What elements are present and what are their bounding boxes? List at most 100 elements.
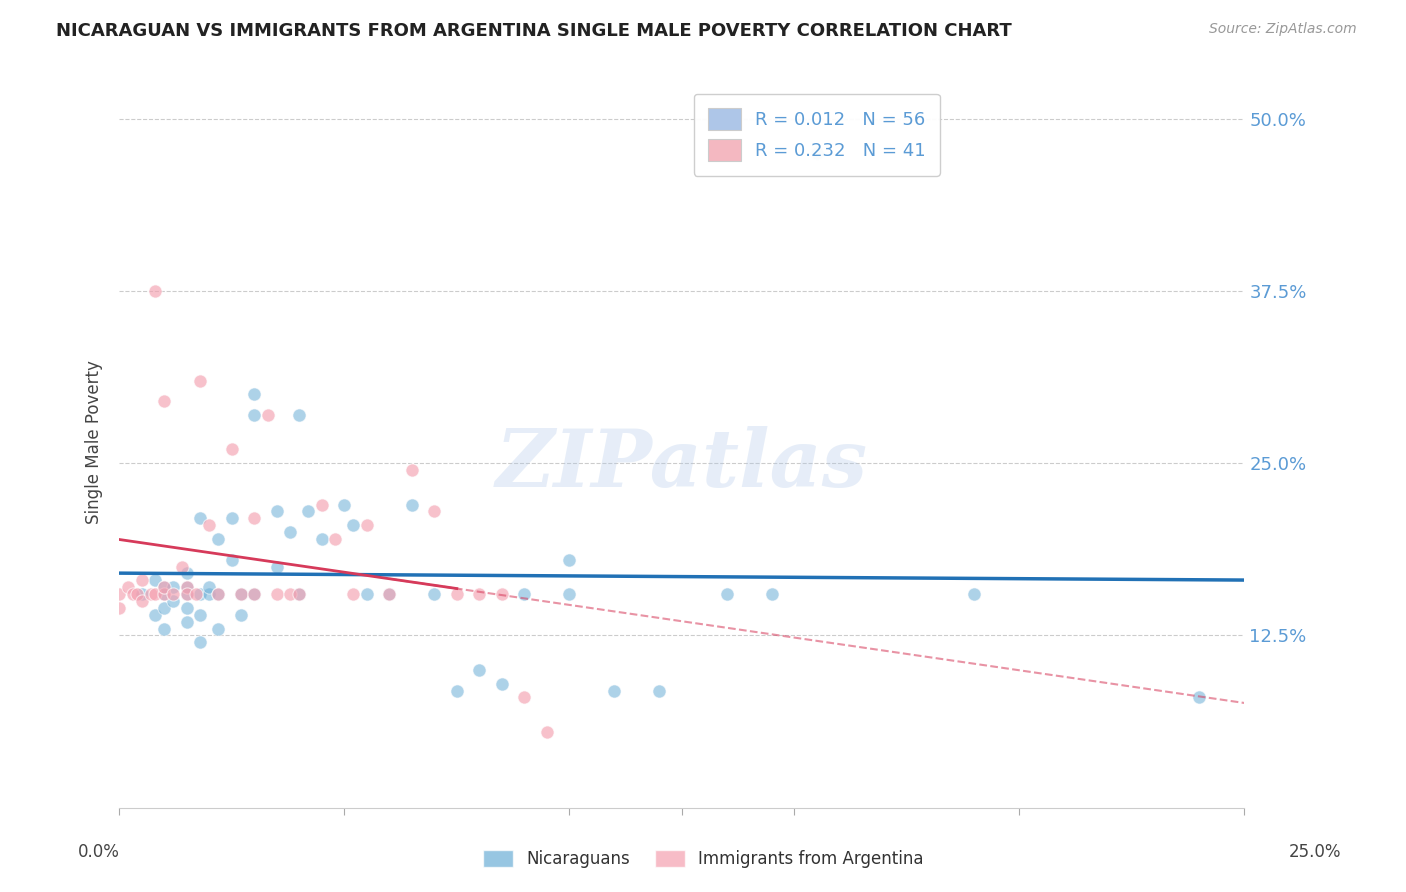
Point (162, 594, 184, 608)
Point (207, 587, 229, 601)
Point (153, 622, 176, 636)
Point (648, 683, 671, 698)
Point (266, 587, 288, 601)
Point (221, 511, 243, 525)
Point (468, 587, 491, 601)
Point (162, 580, 184, 594)
Point (446, 683, 468, 698)
Point (188, 635, 211, 649)
Point (401, 463, 423, 477)
Point (716, 587, 738, 601)
Point (143, 587, 166, 601)
Point (229, 607, 252, 622)
Point (188, 607, 211, 622)
Point (176, 600, 198, 615)
Point (558, 587, 581, 601)
Point (446, 587, 468, 601)
Point (536, 724, 558, 739)
Point (207, 532, 229, 546)
Point (176, 587, 198, 601)
Point (761, 587, 783, 601)
Point (131, 574, 153, 588)
Y-axis label: Single Male Poverty: Single Male Poverty (86, 360, 103, 524)
Point (127, 587, 149, 601)
Point (139, 587, 162, 601)
Text: 0.0%: 0.0% (77, 843, 120, 861)
Point (221, 442, 243, 457)
Point (468, 663, 491, 677)
Point (198, 518, 221, 533)
Point (207, 622, 229, 636)
Point (198, 587, 221, 601)
Point (963, 587, 986, 601)
Text: 25.0%: 25.0% (1288, 843, 1341, 861)
Point (342, 587, 364, 601)
Text: Source: ZipAtlas.com: Source: ZipAtlas.com (1209, 22, 1357, 37)
Point (378, 587, 401, 601)
Point (423, 504, 446, 518)
Point (176, 580, 198, 594)
Point (243, 387, 266, 401)
Text: NICARAGUAN VS IMMIGRANTS FROM ARGENTINA SINGLE MALE POVERTY CORRELATION CHART: NICARAGUAN VS IMMIGRANTS FROM ARGENTINA … (56, 22, 1012, 40)
Point (491, 676, 513, 690)
Point (176, 615, 198, 629)
Point (491, 587, 513, 601)
Point (153, 394, 176, 409)
Point (207, 587, 229, 601)
Point (221, 552, 243, 566)
Point (153, 600, 176, 615)
Point (342, 518, 364, 533)
Point (176, 566, 198, 581)
Point (143, 284, 166, 298)
Point (121, 587, 143, 601)
Point (323, 532, 346, 546)
Point (229, 587, 252, 601)
Point (153, 580, 176, 594)
Point (311, 498, 333, 512)
Point (243, 587, 266, 601)
Point (256, 408, 278, 422)
Point (356, 587, 378, 601)
Point (603, 683, 626, 698)
Point (153, 580, 176, 594)
Legend: R = 0.012   N = 56, R = 0.232   N = 41: R = 0.012 N = 56, R = 0.232 N = 41 (693, 94, 941, 176)
Point (153, 587, 176, 601)
Point (288, 587, 311, 601)
Point (378, 587, 401, 601)
Point (131, 587, 153, 601)
Point (229, 587, 252, 601)
Legend: Nicaraguans, Immigrants from Argentina: Nicaraguans, Immigrants from Argentina (475, 843, 931, 875)
Point (297, 504, 319, 518)
Point (423, 587, 446, 601)
Point (278, 587, 301, 601)
Point (401, 498, 423, 512)
Point (266, 559, 288, 574)
Point (162, 587, 184, 601)
Point (243, 587, 266, 601)
Point (356, 518, 378, 533)
Point (108, 600, 131, 615)
Point (131, 594, 153, 608)
Point (108, 587, 131, 601)
Point (198, 580, 221, 594)
Point (188, 374, 211, 388)
Point (243, 408, 266, 422)
Point (558, 552, 581, 566)
Point (184, 587, 207, 601)
Point (188, 511, 211, 525)
Point (288, 408, 311, 422)
Point (288, 587, 311, 601)
Point (513, 587, 536, 601)
Point (278, 524, 301, 539)
Point (176, 580, 198, 594)
Point (117, 580, 139, 594)
Point (311, 532, 333, 546)
Text: ZIPatlas: ZIPatlas (496, 425, 868, 503)
Point (188, 587, 211, 601)
Point (513, 690, 536, 705)
Point (172, 559, 194, 574)
Point (806, 146, 828, 161)
Point (333, 498, 356, 512)
Point (266, 504, 288, 518)
Point (143, 574, 166, 588)
